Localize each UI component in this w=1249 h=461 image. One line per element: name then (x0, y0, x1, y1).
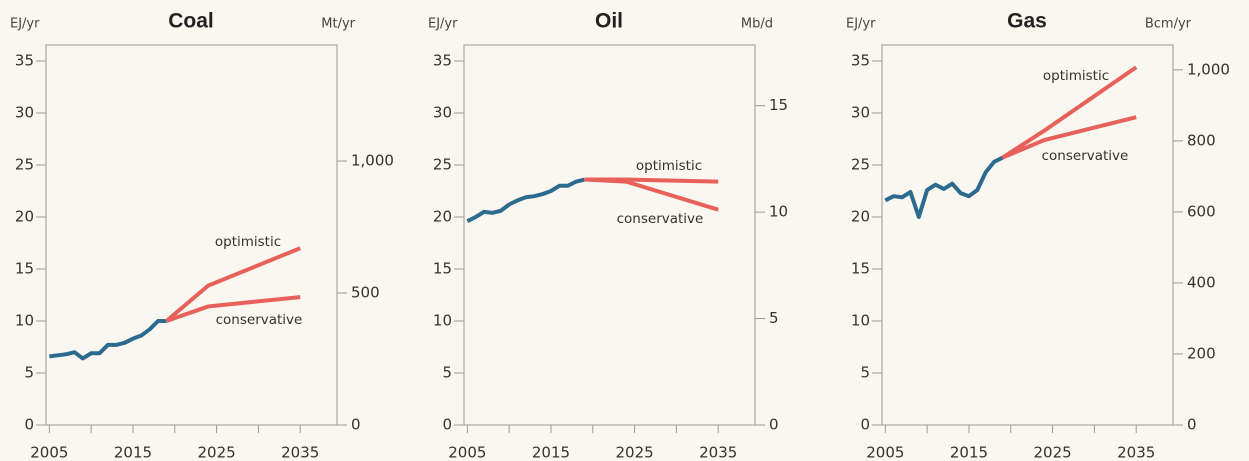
plot-frame (45, 44, 338, 426)
y2-tick-label: 15 (769, 96, 788, 114)
series-label: optimistic (1043, 68, 1109, 84)
x-tick-label: 2005 (30, 444, 68, 461)
x-tick-label: 2005 (866, 444, 904, 461)
y-tick-label: 20 (851, 208, 870, 226)
y-tick-label: 20 (433, 208, 452, 226)
y-tick-label: 35 (15, 52, 34, 70)
series-label: conservative (1042, 148, 1129, 164)
x-tick-label: 2035 (1117, 444, 1155, 461)
chart-title: Gas (1007, 10, 1047, 33)
plot-frame (881, 44, 1174, 426)
y-tick-label: 30 (433, 104, 452, 122)
y2-tick-label: 600 (1187, 202, 1216, 220)
series-line (49, 319, 167, 361)
y-tick-label: 0 (442, 416, 452, 434)
plot-frame (463, 44, 756, 426)
y-tick-label: 10 (433, 312, 452, 330)
y-axis-unit: EJ/yr (846, 17, 876, 32)
series-label: conservative (216, 312, 303, 328)
x-tick-label: 2035 (699, 444, 737, 461)
y2-tick-label: 400 (1187, 273, 1216, 291)
y2-tick-label: 1,000 (1187, 60, 1230, 78)
y2-tick-label: 0 (769, 416, 779, 434)
series-label: conservative (617, 211, 704, 227)
y-axis-unit: EJ/yr (10, 17, 40, 32)
series-line (1001, 65, 1138, 160)
y-tick-label: 10 (851, 312, 870, 330)
y-tick-label: 0 (24, 416, 34, 434)
x-tick-label: 2035 (281, 444, 319, 461)
series-line (584, 177, 719, 212)
y2-axis-unit: Bcm/yr (1145, 17, 1192, 32)
x-tick-label: 2005 (448, 444, 486, 461)
y-tick-label: 30 (851, 104, 870, 122)
y-tick-label: 30 (15, 104, 34, 122)
y-tick-label: 15 (851, 260, 870, 278)
y2-axis-unit: Mb/d (741, 17, 773, 32)
chart-title: Coal (168, 10, 214, 33)
x-tick-label: 2025 (615, 444, 653, 461)
y2-tick-label: 1,000 (351, 152, 394, 170)
y-tick-label: 15 (433, 260, 452, 278)
y-tick-label: 10 (15, 312, 34, 330)
y-tick-label: 25 (15, 156, 34, 174)
y-tick-label: 35 (433, 52, 452, 70)
series-line (165, 246, 301, 323)
series-label: optimistic (215, 234, 281, 250)
y-tick-label: 25 (433, 156, 452, 174)
x-tick-label: 2015 (950, 444, 988, 461)
chart-title: Oil (595, 10, 623, 33)
x-tick-label: 2025 (1033, 444, 1071, 461)
y-axis-unit: EJ/yr (428, 17, 458, 32)
series-line (1001, 115, 1137, 160)
y2-tick-label: 800 (1187, 131, 1216, 149)
series-label: optimistic (636, 158, 702, 174)
x-tick-label: 2015 (532, 444, 570, 461)
y-tick-label: 20 (15, 208, 34, 226)
y2-tick-label: 10 (769, 203, 788, 221)
y2-tick-label: 0 (1187, 416, 1197, 434)
y-tick-label: 15 (15, 260, 34, 278)
y-tick-label: 35 (851, 52, 870, 70)
y2-tick-label: 5 (769, 309, 779, 327)
y-tick-label: 5 (24, 364, 34, 382)
y-tick-label: 5 (860, 364, 870, 382)
y2-tick-label: 0 (351, 416, 361, 434)
x-tick-label: 2015 (114, 444, 152, 461)
y-tick-label: 0 (860, 416, 870, 434)
y2-tick-label: 200 (1187, 344, 1216, 362)
y-tick-label: 5 (442, 364, 452, 382)
y2-tick-label: 500 (351, 284, 380, 302)
y-tick-label: 25 (851, 156, 870, 174)
x-tick-label: 2025 (197, 444, 235, 461)
series-line (884, 155, 1004, 219)
series-line (165, 295, 301, 323)
y2-axis-unit: Mt/yr (321, 17, 355, 32)
series-line (466, 177, 585, 223)
